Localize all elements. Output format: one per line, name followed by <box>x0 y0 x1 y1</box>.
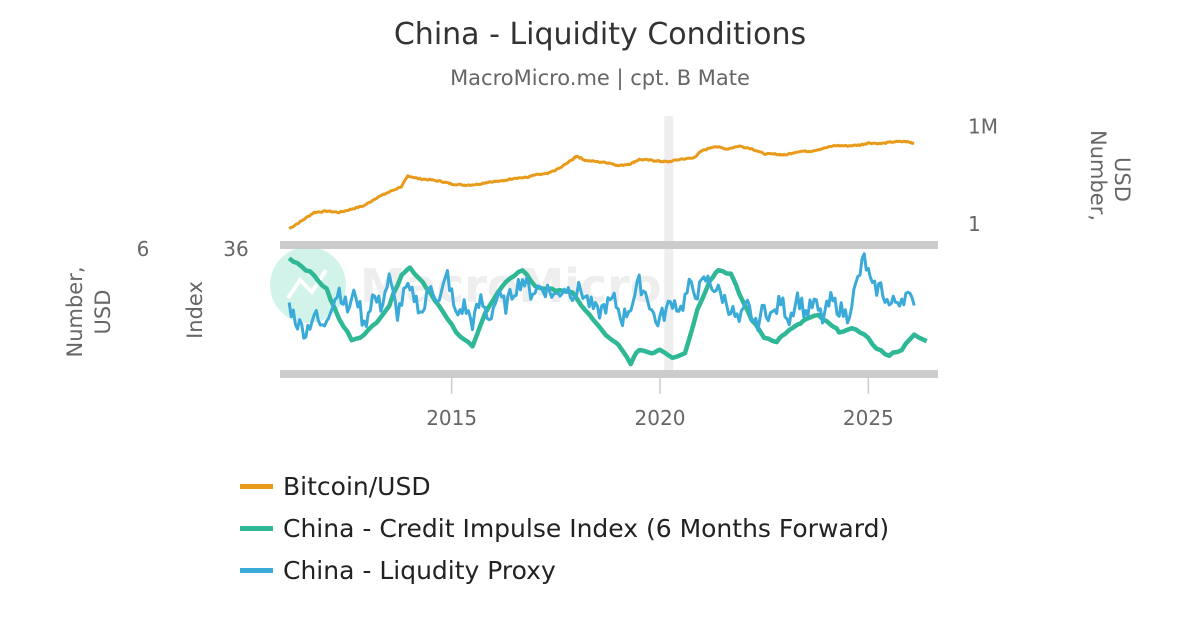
right-tick-label: 1M <box>968 114 998 138</box>
x-axis: 2015 2020 2025 <box>426 378 894 430</box>
series-layer <box>287 139 928 367</box>
series-credit-impulse <box>287 256 928 367</box>
right-axis: 1M 1 <box>968 114 998 236</box>
legend-swatch-liquidity-proxy <box>240 568 273 573</box>
left-tick-green-top: 36 <box>223 237 248 261</box>
legend-label-credit-impulse: China - Credit Impulse Index (6 Months F… <box>283 514 889 543</box>
x-tick-label: 2015 <box>426 406 477 430</box>
legend-item-credit-impulse[interactable]: China - Credit Impulse Index (6 Months F… <box>240 514 889 543</box>
series-line <box>287 256 928 367</box>
left-axis-title-blue-line2: USD <box>91 290 115 335</box>
series-line <box>288 139 915 230</box>
chart-title: China - Liquidity Conditions <box>394 17 806 52</box>
legend-label-liquidity-proxy: China - Liqudity Proxy <box>283 556 556 585</box>
right-axis-title-line2: USD <box>1110 157 1134 202</box>
left-tick-blue-top: 6 <box>137 237 150 261</box>
x-tick-label: 2025 <box>843 406 894 430</box>
right-tick-label: 1 <box>968 212 981 236</box>
legend-item-bitcoin[interactable]: Bitcoin/USD <box>240 472 431 501</box>
legend-label-bitcoin: Bitcoin/USD <box>283 472 431 501</box>
legend-swatch-credit-impulse <box>240 526 273 531</box>
panel-separator-top <box>280 241 938 249</box>
x-tick-label: 2020 <box>635 406 686 430</box>
legend-swatch-bitcoin <box>240 484 273 489</box>
left-axis-title-green: Index <box>183 281 207 339</box>
series-line <box>287 252 916 340</box>
series-bitcoin <box>288 139 915 230</box>
panel-separator-bottom <box>280 370 938 378</box>
series-liquidity-proxy <box>287 252 916 340</box>
right-axis-title-line1: Number, <box>1086 130 1110 221</box>
legend: Bitcoin/USD China - Credit Impulse Index… <box>240 472 889 585</box>
legend-item-liquidity-proxy[interactable]: China - Liqudity Proxy <box>240 556 556 585</box>
left-axis-title-blue-line1: Number, <box>63 266 87 357</box>
chart-subtitle: MacroMicro.me | cpt. B Mate <box>450 66 750 91</box>
